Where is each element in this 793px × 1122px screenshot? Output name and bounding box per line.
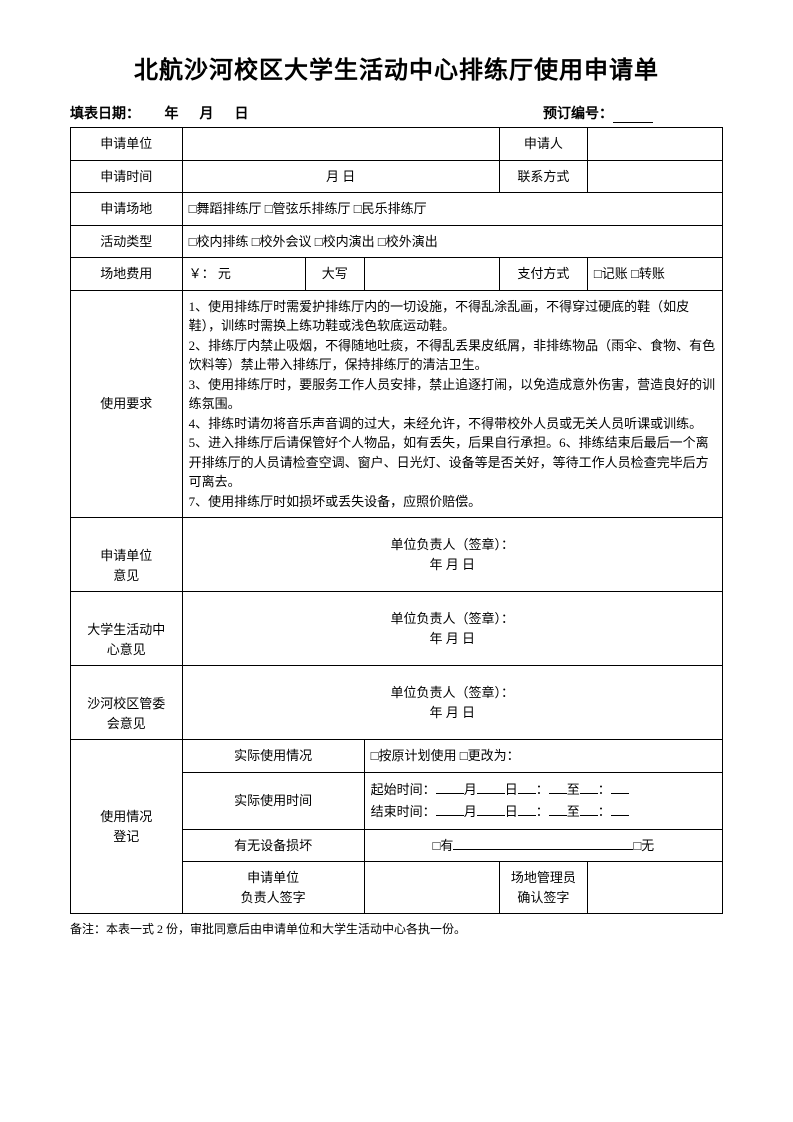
actual-time-label: 实际使用时间 xyxy=(182,772,364,829)
req-5-6: 5、进入排练厅后请保管好个人物品，如有丢失，后果自行承担。6、排练结束后最后一个… xyxy=(189,433,716,492)
equip-no: □无 xyxy=(633,838,654,853)
activity-type-label: 活动类型 xyxy=(71,225,183,258)
fee-caps-field[interactable] xyxy=(364,258,499,291)
td2: 日 xyxy=(505,804,518,819)
time-end-label: 结束时间： xyxy=(371,804,436,819)
opinion-committee-block[interactable]: 单位负责人（签章）： 年 月 日 xyxy=(182,666,722,740)
apply-unit-field[interactable] xyxy=(182,128,499,161)
req-3: 3、使用排练厅时，要服务工作人员安排，禁止追逐打闹，以免造成意外伤害，营造良好的… xyxy=(189,375,716,414)
booking-no-field[interactable] xyxy=(613,107,653,123)
applicant-label: 申请人 xyxy=(499,128,587,161)
application-form-table: 申请单位 申请人 申请时间 月 日 联系方式 申请场地 □舞蹈排练厅 □管弦乐排… xyxy=(70,127,723,914)
tm1: 月 xyxy=(464,782,477,797)
fill-date-label: 填表日期： xyxy=(70,107,140,122)
equip-damage-field[interactable]: □有 □无 xyxy=(364,829,722,862)
apply-time-field[interactable]: 月 日 xyxy=(182,160,499,193)
pay-method-label: 支付方式 xyxy=(499,258,587,291)
actual-usage-options[interactable]: □按原计划使用 □更改为： xyxy=(364,740,722,773)
opinion-center-block[interactable]: 单位负责人（签章）： 年 月 日 xyxy=(182,592,722,666)
sig-date-2: 年 月 日 xyxy=(189,629,716,649)
sig-date-1: 年 月 日 xyxy=(189,555,716,575)
fee-amount-field[interactable]: ￥： 元 xyxy=(182,258,305,291)
venue-options[interactable]: □舞蹈排练厅 □管弦乐排练厅 □民乐排练厅 xyxy=(182,193,722,226)
time-start-label: 起始时间： xyxy=(371,782,436,797)
req-1: 1、使用排练厅时需爱护排练厅内的一切设施，不得乱涂乱画，不得穿过硬底的鞋（如皮鞋… xyxy=(189,297,716,336)
ts1: ： xyxy=(536,782,549,797)
fee-caps-label: 大写 xyxy=(305,258,364,291)
booking-no-label: 预订编号： xyxy=(543,107,613,122)
venue-label: 申请场地 xyxy=(71,193,183,226)
unit-sign-label: 申请单位 负责人签字 xyxy=(182,862,364,914)
apply-unit-label: 申请单位 xyxy=(71,128,183,161)
opinion-unit-block[interactable]: 单位负责人（签章）： 年 月 日 xyxy=(182,518,722,592)
ts2b: ： xyxy=(598,804,611,819)
actual-usage-label: 实际使用情况 xyxy=(182,740,364,773)
sig-person-2: 单位负责人（签章）： xyxy=(189,609,716,629)
footnote: 备注：本表一式 2 份，审批同意后由申请单位和大学生活动中心各执一份。 xyxy=(70,920,723,937)
req-4: 4、排练时请勿将音乐声音调的过大，未经允许，不得带校外人员或无关人员听课或训练。 xyxy=(189,414,716,434)
contact-label: 联系方式 xyxy=(499,160,587,193)
opinion-center-label: 大学生活动中 心意见 xyxy=(71,592,183,666)
ts2: ： xyxy=(536,804,549,819)
sig-person-1: 单位负责人（签章）： xyxy=(189,535,716,555)
equip-damage-label: 有无设备损坏 xyxy=(182,829,364,862)
tto2: 至 xyxy=(567,804,580,819)
req-2: 2、排练厅内禁止吸烟，不得随地吐痰，不得乱丢果皮纸屑，非排练物品（雨伞、食物、有… xyxy=(189,336,716,375)
venue-sign-label: 场地管理员 确认签字 xyxy=(499,862,587,914)
requirements-text: 1、使用排练厅时需爱护排练厅内的一切设施，不得乱涂乱画，不得穿过硬底的鞋（如皮鞋… xyxy=(182,290,722,518)
apply-time-label: 申请时间 xyxy=(71,160,183,193)
sig-date-3: 年 月 日 xyxy=(189,703,716,723)
page-title: 北航沙河校区大学生活动中心排练厅使用申请单 xyxy=(70,50,723,85)
sig-person-3: 单位负责人（签章）： xyxy=(189,683,716,703)
year-label: 年 xyxy=(165,107,179,122)
applicant-field[interactable] xyxy=(587,128,722,161)
activity-type-options[interactable]: □校内排练 □校外会议 □校内演出 □校外演出 xyxy=(182,225,722,258)
ts1b: ： xyxy=(598,782,611,797)
pay-method-options[interactable]: □记账 □转账 xyxy=(587,258,722,291)
actual-time-fields[interactable]: 起始时间：月日：至： 结束时间：月日：至： xyxy=(364,772,722,829)
day-label: 日 xyxy=(235,107,249,122)
fee-label: 场地费用 xyxy=(71,258,183,291)
td1: 日 xyxy=(505,782,518,797)
equip-yes: □有 xyxy=(432,838,453,853)
usage-record-label: 使用情况 登记 xyxy=(71,740,183,914)
month-label: 月 xyxy=(200,107,214,122)
opinion-committee-label: 沙河校区管委 会意见 xyxy=(71,666,183,740)
tto1: 至 xyxy=(567,782,580,797)
header-line: 填表日期： 年 月 日 预订编号： xyxy=(70,103,723,123)
opinion-unit-label: 申请单位 意见 xyxy=(71,518,183,592)
unit-sign-field[interactable] xyxy=(364,862,499,914)
contact-field[interactable] xyxy=(587,160,722,193)
tm2: 月 xyxy=(464,804,477,819)
venue-sign-field[interactable] xyxy=(587,862,722,914)
req-7: 7、使用排练厅时如损坏或丢失设备，应照价赔偿。 xyxy=(189,492,716,512)
requirements-label: 使用要求 xyxy=(71,290,183,518)
